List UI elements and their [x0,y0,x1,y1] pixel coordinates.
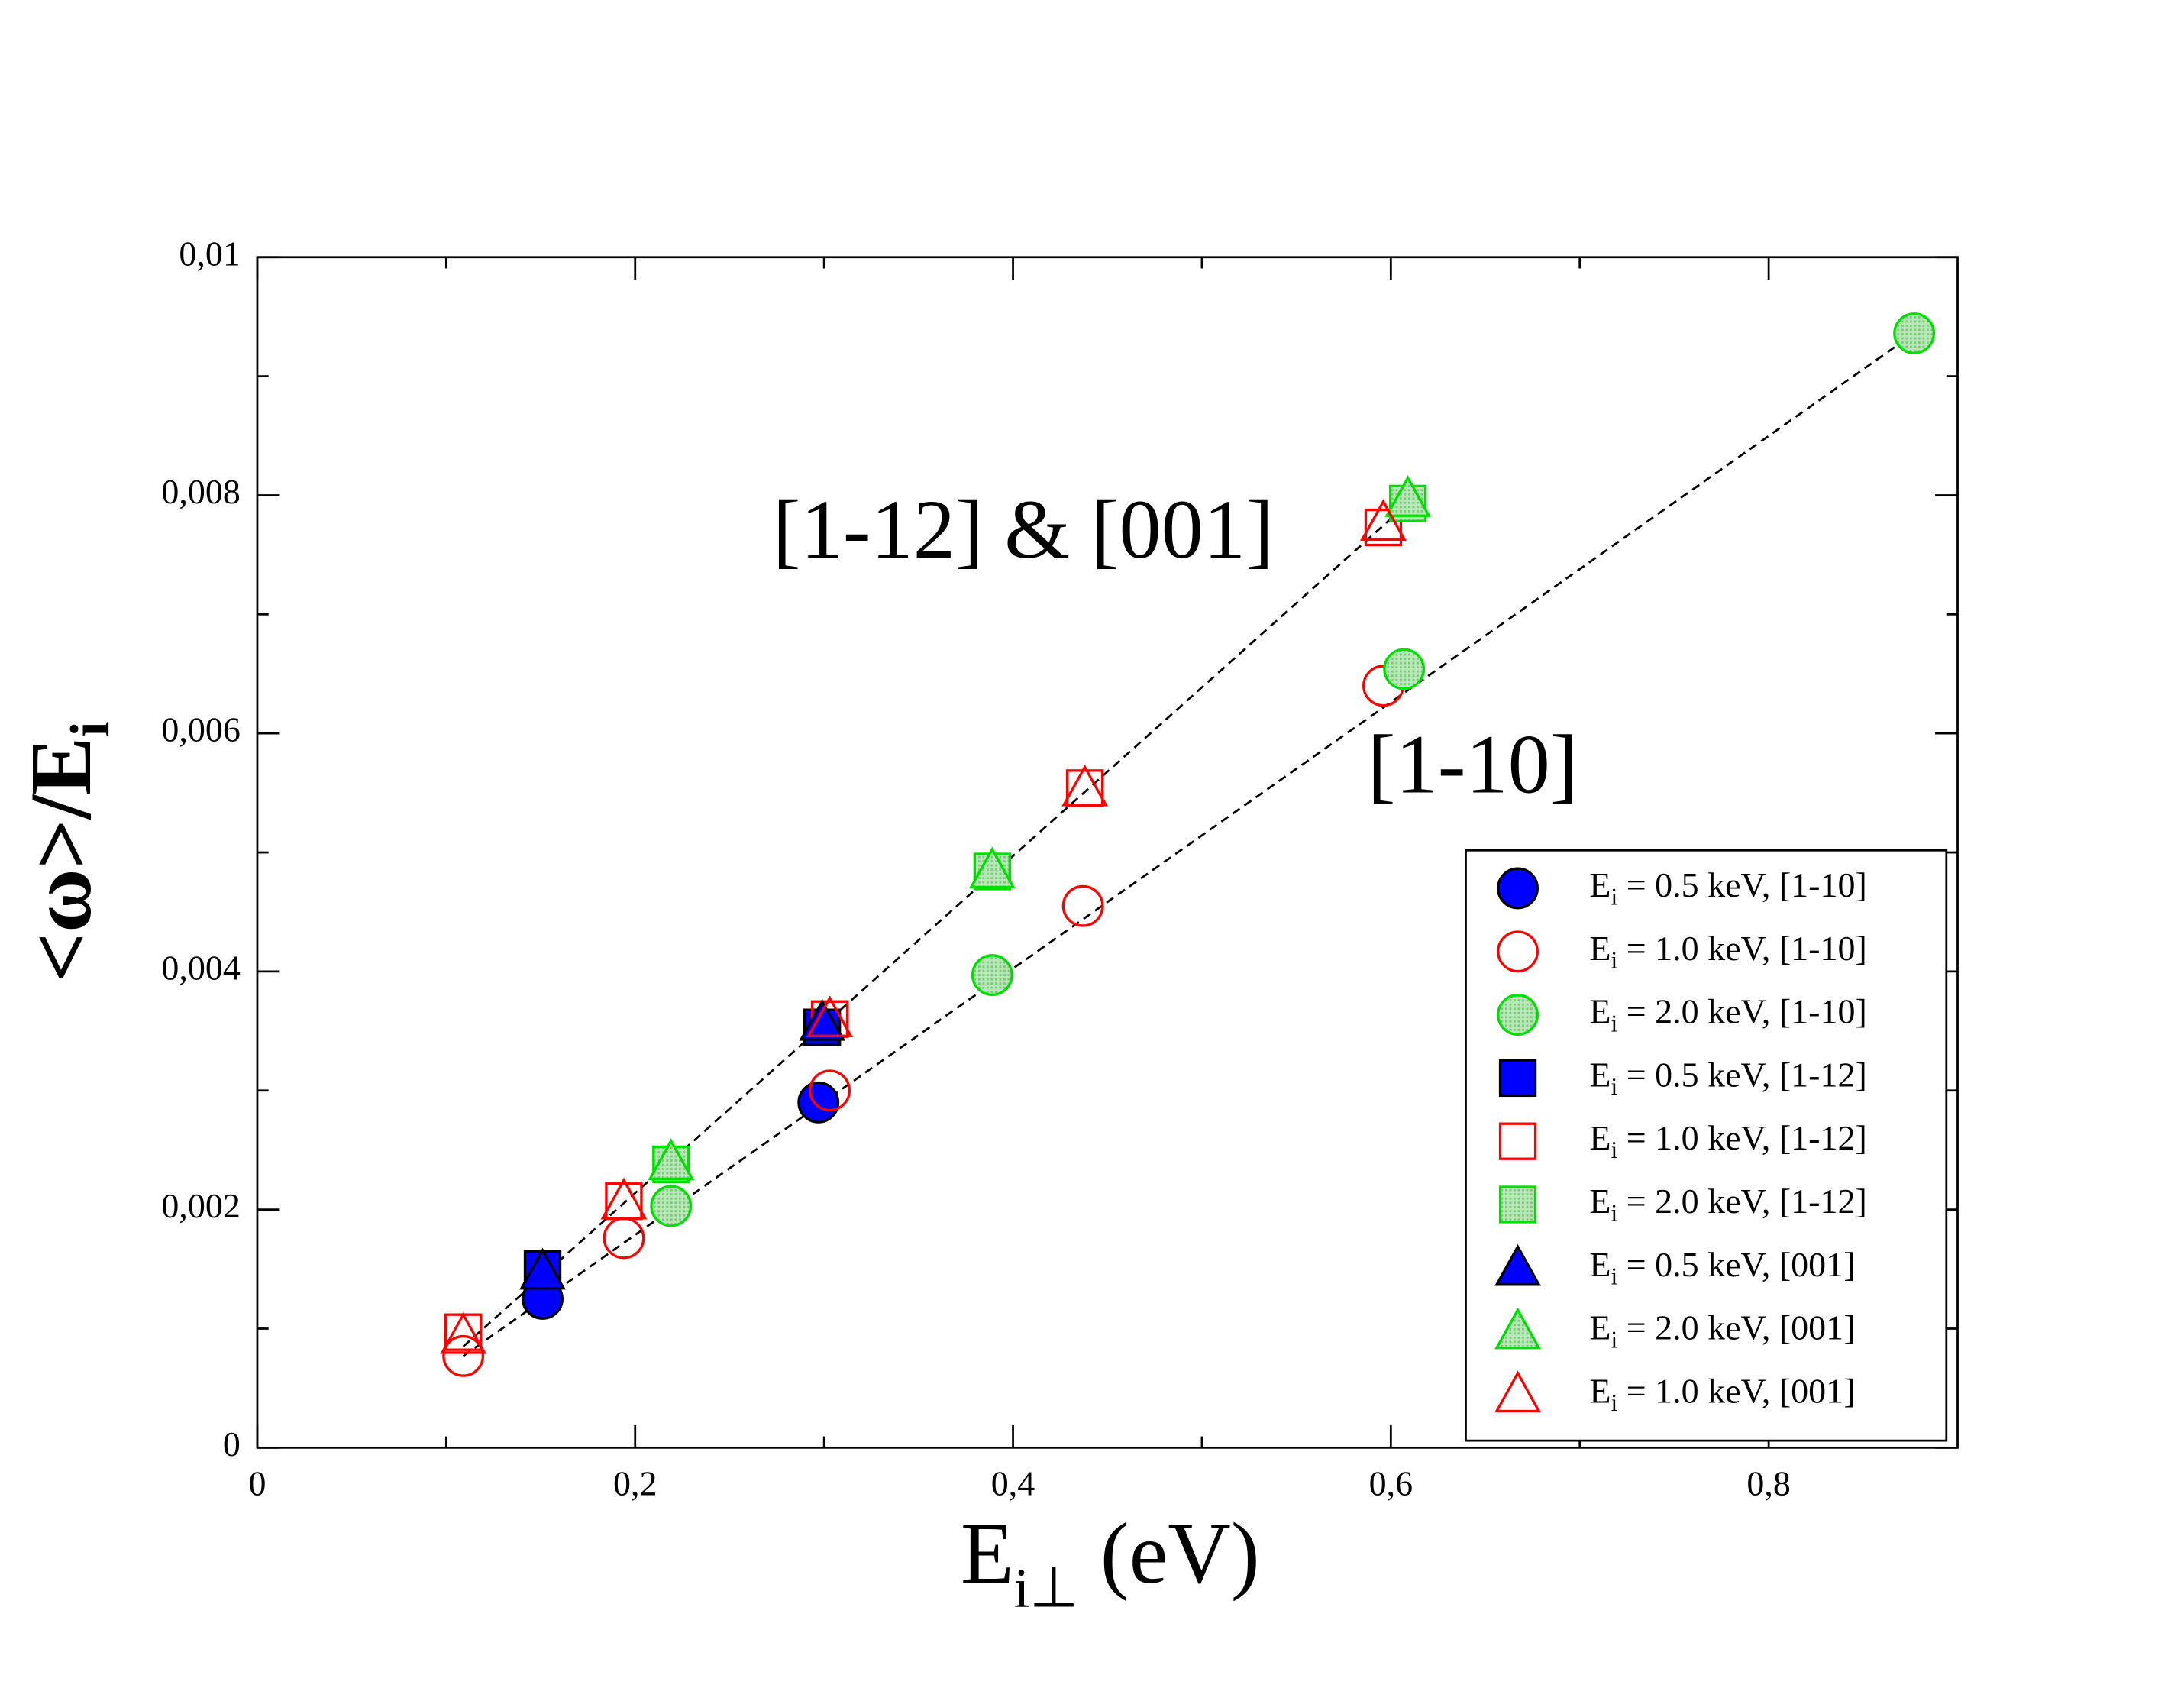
x-tick-label: 0 [248,1463,266,1502]
y-tick-label: 0,01 [179,234,241,273]
y-tick-label: 0 [223,1424,241,1463]
annotation: [1-10] [1368,717,1578,810]
legend-label: Ei = 1.0 keV, [1-10] [1589,928,1866,973]
point [442,1334,485,1377]
legend-marker [1494,1243,1541,1286]
legend-marker [1498,1059,1537,1098]
legend-marker [1498,1122,1537,1160]
legend-marker [1494,1370,1541,1413]
x-label-sub: i⊥ [1014,1557,1079,1619]
legend-marker [1497,930,1539,973]
point [603,1217,645,1260]
point [440,1311,487,1354]
y-tick-label: 0,006 [161,710,241,749]
point [1893,312,1936,354]
legend-label: Ei = 0.5 keV, [1-12] [1589,1055,1866,1100]
legend-marker [1497,867,1539,910]
y-tick-label: 0,008 [161,472,241,511]
y-axis-label: <ω>/Ei [12,721,121,982]
point [1360,499,1407,542]
y-label-main: <ω>/E [12,737,109,982]
legend-box [1465,849,1948,1442]
point [806,995,853,1037]
legend-marker [1497,994,1539,1036]
fit-line [462,332,1915,1357]
x-label-main: E [961,1505,1014,1602]
point [519,1247,566,1290]
x-tick-label: 0,6 [1369,1463,1413,1502]
x-label-rest: (eV) [1078,1505,1260,1602]
point [648,1138,695,1181]
fit-line [462,503,1409,1347]
legend-label: Ei = 2.0 keV, [001] [1589,1308,1855,1353]
point [1061,884,1104,927]
point [600,1177,648,1220]
y-tick-label: 0,002 [161,1186,241,1225]
annotation: [1-12] & [001] [773,483,1274,576]
legend-label: Ei = 0.5 keV, [001] [1589,1244,1855,1289]
legend-label: Ei = 2.0 keV, [1-12] [1589,1182,1866,1227]
point [1061,764,1108,807]
point [1383,648,1426,690]
point [1364,508,1403,547]
point [444,1313,483,1351]
legend-marker [1494,1307,1541,1350]
y-label-sub: i [58,721,121,736]
x-tick-label: 0,8 [1746,1463,1791,1502]
legend-label: Ei = 1.0 keV, [001] [1589,1371,1855,1416]
point [1384,475,1432,517]
x-tick-label: 0,2 [613,1463,657,1502]
point [971,954,1013,996]
legend-label: Ei = 0.5 keV, [1-10] [1589,865,1866,910]
legend-marker [1498,1185,1537,1224]
legend-label: Ei = 2.0 keV, [1-10] [1589,991,1866,1036]
point [968,846,1016,889]
legend-label: Ei = 1.0 keV, [1-12] [1589,1118,1866,1163]
point [809,1069,851,1112]
y-tick-label: 0,004 [161,948,241,987]
point [650,1185,693,1227]
x-axis-label: Ei⊥ (eV) [961,1505,1260,1618]
x-tick-label: 0,4 [991,1463,1035,1502]
point [797,1081,840,1124]
